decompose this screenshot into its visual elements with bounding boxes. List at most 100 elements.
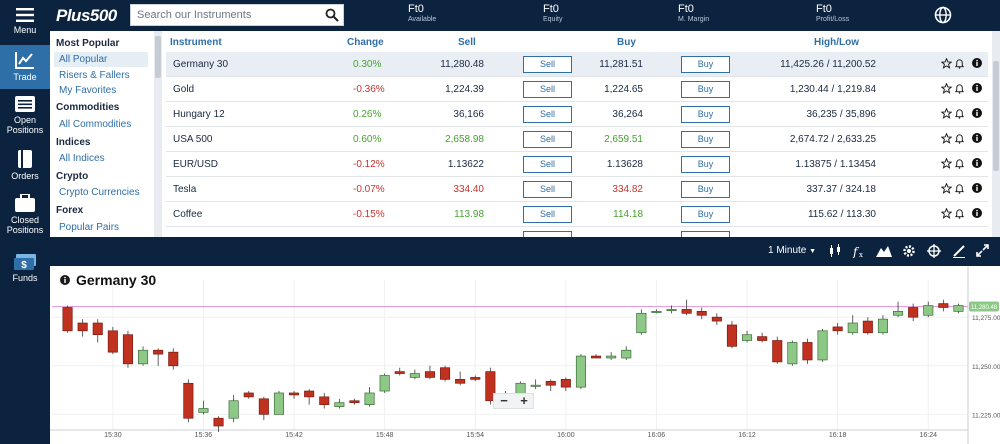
buy-price: 36,264 (612, 109, 643, 120)
logo: Plus500 (56, 6, 117, 25)
buy-button[interactable]: Buy (681, 131, 730, 148)
search-box[interactable] (130, 4, 344, 26)
instrument-name[interactable]: Coffee (173, 209, 203, 220)
table-row[interactable]: EUR/USD -0.12% 1.13622 Sell 1.13628 Buy 1.1387… (166, 152, 988, 177)
bell-icon[interactable] (954, 133, 965, 144)
sell-button[interactable]: Sell (523, 106, 572, 123)
table-row[interactable]: Gold -0.36% 1,224.39 Sell 1,224.65 Buy 1,230.4… (166, 77, 988, 102)
x-tick-label: 16:06 (648, 432, 666, 439)
category-scrollbar[interactable] (154, 31, 162, 237)
header-high-low[interactable]: High/Low (814, 37, 859, 48)
buy-price: 334.82 (612, 184, 643, 195)
header-change[interactable]: Change (347, 37, 384, 48)
buy-button[interactable]: Buy (681, 106, 730, 123)
instrument-name[interactable]: Germany 30 (173, 59, 229, 70)
star-icon[interactable] (941, 208, 952, 219)
instrument-name[interactable]: Tesla (173, 184, 197, 195)
info-icon[interactable] (972, 83, 982, 93)
bell-icon[interactable] (954, 183, 965, 194)
table-row[interactable]: USA 500 0.60% 2,658.98 Sell 2,659.51 Buy 2,674… (166, 127, 988, 152)
nav-open-positions[interactable]: Open Positions (0, 96, 50, 138)
crosshair-icon[interactable] (927, 244, 941, 258)
category-scrollbar-thumb[interactable] (155, 36, 161, 78)
x-tick-label: 15:48 (376, 432, 394, 439)
bell-icon[interactable] (954, 108, 965, 119)
category-all-indices[interactable]: All Indices (59, 153, 105, 164)
timeframe-select[interactable]: 1 Minute ▼ (768, 245, 816, 256)
star-icon[interactable] (941, 58, 952, 69)
info-icon[interactable] (972, 158, 982, 168)
buy-button[interactable] (681, 231, 730, 237)
nav-trade[interactable]: Trade (0, 45, 50, 89)
bell-icon[interactable] (954, 158, 965, 169)
header-buy[interactable]: Buy (617, 37, 636, 48)
candle-body (651, 311, 662, 313)
zoom-in-button[interactable]: + (520, 393, 528, 408)
sell-button[interactable]: Sell (523, 206, 572, 223)
instrument-name[interactable]: USA 500 (173, 134, 213, 145)
instrument-name[interactable]: Gold (173, 84, 195, 95)
table-row[interactable]: Germany 30 0.30% 11,280.48 Sell 11,281.51 Buy… (166, 52, 988, 77)
buy-button[interactable]: Buy (681, 81, 730, 98)
candle-body (938, 303, 949, 308)
table-row[interactable]: Tesla -0.07% 334.40 Sell 334.82 Buy 337.37 / 3… (166, 177, 988, 202)
category-risers-fallers[interactable]: Risers & Fallers (59, 70, 130, 81)
star-icon[interactable] (941, 183, 952, 194)
category-all-commodities[interactable]: All Commodities (59, 119, 132, 130)
bell-icon[interactable] (954, 208, 965, 219)
bell-icon[interactable] (954, 83, 965, 94)
header-sell[interactable]: Sell (458, 37, 476, 48)
info-icon[interactable] (972, 133, 982, 143)
buy-button[interactable]: Buy (681, 56, 730, 73)
nav-menu[interactable]: Menu (0, 8, 50, 42)
table-scrollbar[interactable] (992, 31, 1000, 237)
sell-button[interactable]: Sell (523, 56, 572, 73)
sell-button[interactable]: Sell (523, 131, 572, 148)
nav-orders[interactable]: Orders (0, 150, 50, 184)
expand-icon[interactable] (976, 244, 989, 257)
settings-icon[interactable] (902, 244, 916, 258)
instrument-name[interactable]: EUR/USD (173, 159, 219, 170)
search-icon[interactable] (325, 8, 339, 22)
category-my-favorites[interactable]: My Favorites (59, 85, 117, 96)
info-icon[interactable] (972, 58, 982, 68)
draw-pencil-icon[interactable] (952, 244, 966, 258)
buy-button[interactable]: Buy (681, 156, 730, 173)
nav-funds[interactable]: $ Funds (0, 254, 50, 290)
globe-icon[interactable] (934, 6, 952, 24)
category-crypto-currencies[interactable]: Crypto Currencies (59, 187, 140, 198)
info-icon[interactable] (972, 208, 982, 218)
area-chart-icon[interactable] (876, 244, 892, 258)
star-icon[interactable] (941, 158, 952, 169)
change-value: -0.36% (353, 84, 385, 95)
star-icon[interactable] (941, 108, 952, 119)
info-icon[interactable] (972, 108, 982, 118)
zoom-out-button[interactable]: − (500, 393, 508, 408)
nav-closed-positions[interactable]: Closed Positions (0, 194, 50, 236)
sell-button[interactable]: Sell (523, 81, 572, 98)
stat-equity: Ft0 Equity (543, 3, 562, 23)
sell-button[interactable] (523, 231, 572, 237)
category-popular-pairs[interactable]: Popular Pairs (59, 222, 120, 233)
chart-area[interactable]: 15:30 15:36 15:42 15:48 15:54 16:00 16:06 16:12… (50, 266, 1000, 444)
header-instrument[interactable]: Instrument (170, 37, 222, 48)
buy-button[interactable]: Buy (681, 181, 730, 198)
info-icon[interactable] (972, 183, 982, 193)
category-all-popular[interactable]: All Popular (54, 52, 148, 67)
sell-price: 36,166 (453, 109, 484, 120)
sell-button[interactable]: Sell (523, 181, 572, 198)
table-row[interactable]: Coffee -0.15% 113.98 Sell 114.18 Buy 115.62 / … (166, 202, 988, 227)
buy-button[interactable]: Buy (681, 206, 730, 223)
instrument-name[interactable]: Hungary 12 (173, 109, 225, 120)
candlestick-type-icon[interactable] (828, 244, 842, 258)
bell-icon[interactable] (954, 58, 965, 69)
table-row[interactable]: Hungary 12 0.26% 36,166 Sell 36,264 Buy 36,235… (166, 102, 988, 127)
sell-button[interactable]: Sell (523, 156, 572, 173)
star-icon[interactable] (941, 83, 952, 94)
candlestick-chart[interactable]: 15:30 15:36 15:42 15:48 15:54 16:00 16:06 16:12… (50, 266, 1000, 444)
star-icon[interactable] (941, 133, 952, 144)
table-scrollbar-thumb[interactable] (993, 61, 999, 171)
search-input[interactable] (131, 5, 321, 25)
info-icon[interactable] (60, 275, 70, 285)
